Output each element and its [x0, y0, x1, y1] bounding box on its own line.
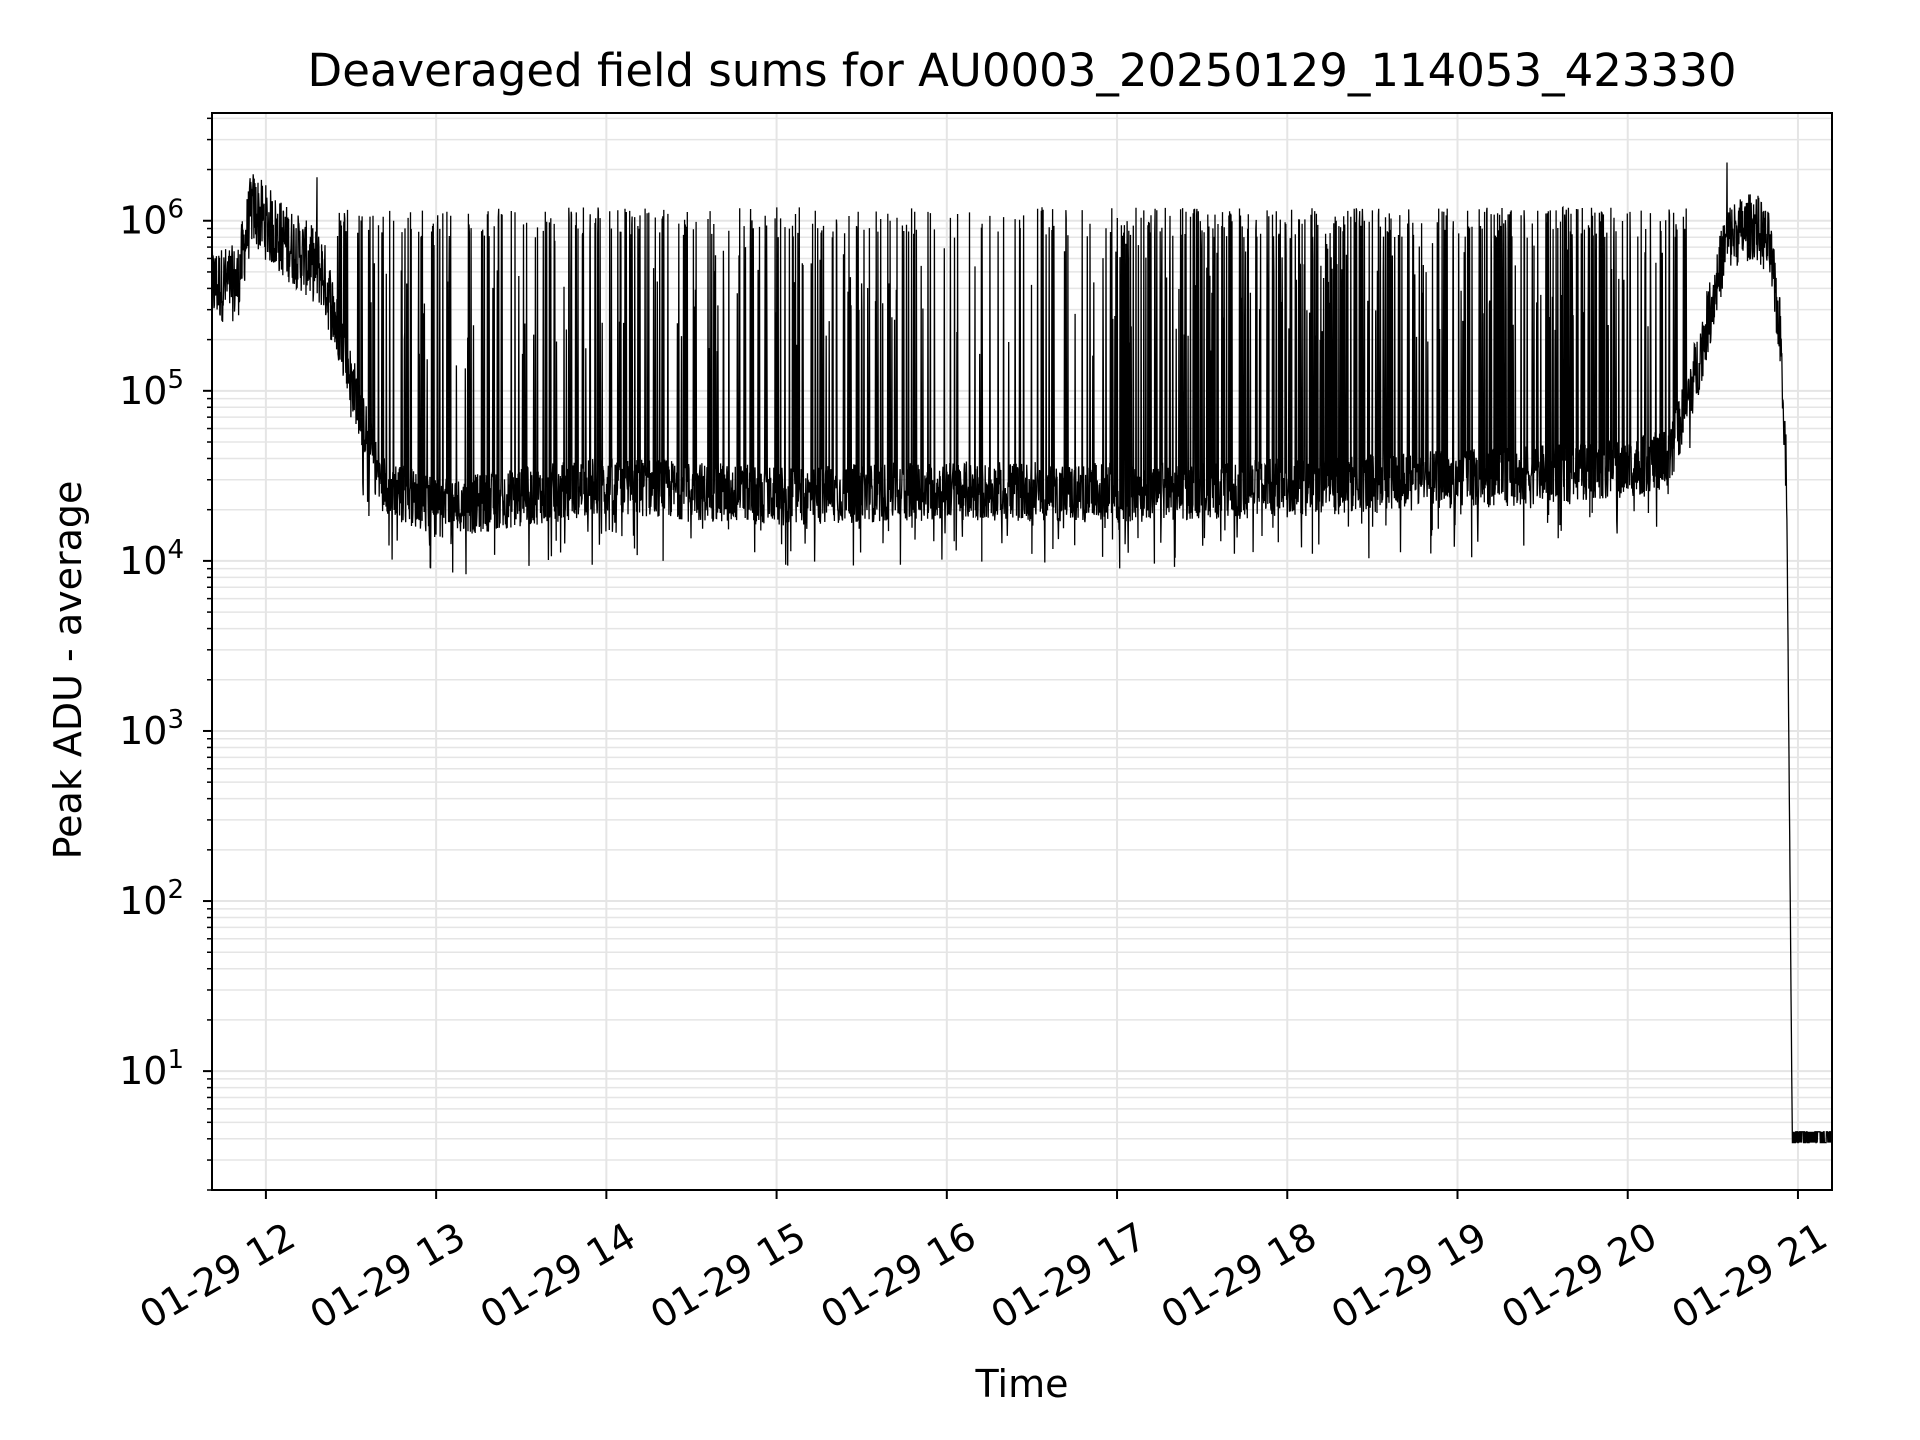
y-tick-label: 103	[119, 705, 184, 753]
series-layer	[212, 162, 1832, 1144]
x-axis: 01-29 12 01-29 13 01-29 14 01-29 15 01-29 16…	[132, 1190, 1834, 1337]
chart-title: Deaveraged field sums for AU0003_2025012…	[307, 44, 1737, 97]
x-tick-label: 01-29 20	[1494, 1214, 1664, 1338]
x-tick-label: 01-29 16	[813, 1214, 983, 1338]
x-tick-label: 01-29 19	[1324, 1214, 1494, 1338]
series-line	[212, 162, 1832, 1144]
x-tick-label: 01-29 18	[1154, 1214, 1324, 1338]
axes-frame	[211, 112, 1833, 1191]
x-axis-label: Time	[975, 1362, 1069, 1406]
x-tick-label: 01-29 13	[303, 1214, 473, 1338]
y-tick-label: 106	[119, 195, 184, 243]
y-tick-label: 104	[119, 535, 184, 583]
x-tick-label: 01-29 12	[132, 1214, 302, 1338]
x-tick-label: 01-29 21	[1664, 1214, 1834, 1338]
y-tick-label: 102	[119, 875, 184, 923]
y-tick-label: 101	[119, 1045, 184, 1093]
x-tick-label: 01-29 14	[473, 1214, 643, 1338]
y-axis: 101 102 103 104 105 106	[119, 117, 212, 1191]
x-tick-label: 01-29 15	[643, 1214, 813, 1338]
x-tick-label: 01-29 17	[984, 1214, 1154, 1338]
y-tick-label: 105	[119, 365, 184, 413]
